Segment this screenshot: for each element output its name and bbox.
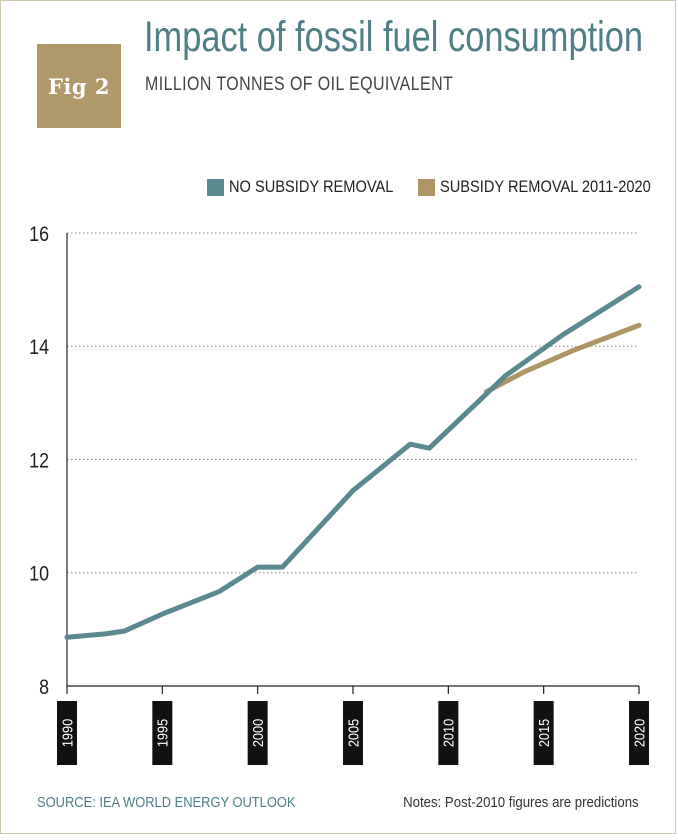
y-tick-label: 8 xyxy=(39,676,49,700)
legend-label-subsidy-removal: SUBSIDY REMOVAL 2011-2020 xyxy=(440,177,651,196)
x-tick-label-block xyxy=(438,701,459,765)
legend-item-subsidy-removal: SUBSIDY REMOVAL 2011-2020 xyxy=(418,177,671,197)
line-chart: 8 10 12 14 16 1990 1995 2000 2005 2010 2015 2020 xyxy=(29,223,649,765)
x-tick-label: 1995 xyxy=(154,719,171,748)
x-tick-label: 2000 xyxy=(249,719,266,748)
x-tick-label: 2010 xyxy=(440,719,457,748)
chart-legend: NO SUBSIDY REMOVAL SUBSIDY REMOVAL 2011-… xyxy=(207,177,678,197)
x-tick-label: 1990 xyxy=(58,719,75,748)
source-note: SOURCE: IEA WORLD ENERGY OUTLOOK xyxy=(37,794,296,811)
series-line-subsidy-removal xyxy=(484,322,642,395)
legend-swatch-no-subsidy-removal xyxy=(207,178,224,196)
y-tick-label: 16 xyxy=(29,223,49,247)
legend-item-no-subsidy-removal: NO SUBSIDY REMOVAL xyxy=(207,177,406,197)
x-tick-label: 2005 xyxy=(344,719,361,748)
y-tick-label: 10 xyxy=(29,562,49,586)
x-tick-label-block xyxy=(57,701,77,765)
chart-subtitle: MILLION TONNES OF OIL EQUIVALENT xyxy=(145,74,454,95)
x-tick-label-block xyxy=(533,701,554,765)
chart-title: Impact of fossil fuel consumption xyxy=(144,13,644,61)
x-tick-label-block xyxy=(629,701,649,765)
y-tick-label: 14 xyxy=(29,336,49,360)
predictions-note: Notes: Post-2010 figures are predictions xyxy=(403,794,639,811)
x-tick-label-block xyxy=(152,701,173,765)
x-tick-label-block xyxy=(247,701,268,765)
x-tick-label: 2015 xyxy=(535,719,552,748)
x-tick-label: 2020 xyxy=(630,719,647,748)
figure-badge: Fig 2 xyxy=(37,44,121,128)
legend-swatch-subsidy-removal xyxy=(418,178,436,196)
series-line-no-subsidy-removal xyxy=(64,284,642,640)
x-tick-label-block xyxy=(343,701,363,765)
legend-label-no-subsidy-removal: NO SUBSIDY REMOVAL xyxy=(229,177,394,196)
y-tick-label: 12 xyxy=(29,449,49,473)
